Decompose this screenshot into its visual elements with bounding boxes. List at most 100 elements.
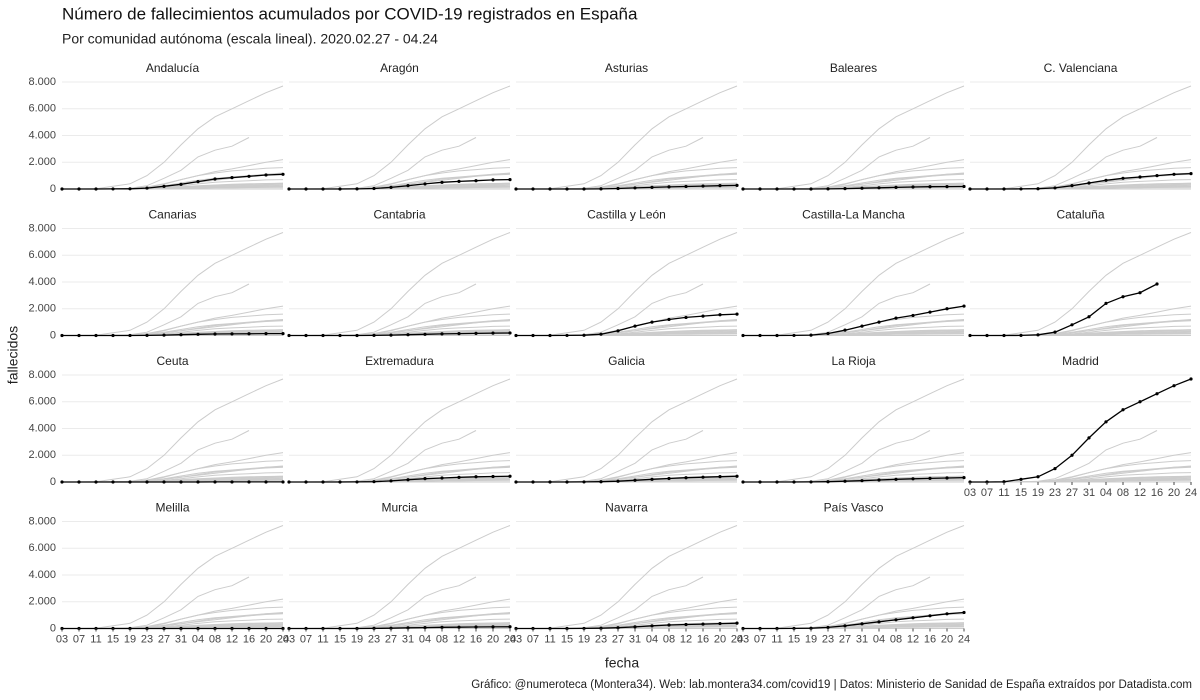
series-point [230,176,234,180]
series-line [62,173,284,190]
x-tick-label: 23 [822,633,834,645]
series-point [1104,301,1108,306]
series-line [743,85,965,190]
series-point [179,480,183,484]
x-tick-label: 07 [527,633,539,645]
series-point [548,187,552,191]
series-point [389,626,393,630]
y-tick-label: 2.000 [28,449,56,461]
series-line [62,283,250,336]
series-line [62,430,250,483]
panel: Navarra 03 07 11 15 19 23 27 31 04 08 12 16 20 24 [510,501,743,646]
series-point [406,184,410,188]
panel: Extremadura [287,354,512,484]
series-point [843,328,847,332]
series-point [213,332,217,336]
series-line [743,378,965,483]
series-line [970,137,1158,190]
series-point [826,480,830,484]
series-point [894,185,898,189]
panel-title: Aragón [380,61,419,75]
series-point [491,474,495,479]
series-point [514,333,518,338]
series-point [826,625,830,630]
x-tick-label: 16 [697,633,709,645]
series-line [62,332,283,337]
series-point [1036,333,1040,337]
panel-title: Ceuta [156,354,188,368]
y-tick-label: 0 [50,476,56,488]
series-point [423,332,427,336]
series-point [809,333,813,337]
series-point [1087,181,1091,185]
chart-title: Número de fallecimientos acumulados por … [62,4,638,23]
x-tick-label: 15 [1015,487,1027,499]
series-line [516,475,738,483]
x-tick-label: 03 [964,487,976,499]
y-tick-label: 6.000 [28,103,56,115]
series-point [928,614,932,618]
series-point [179,333,183,337]
series-point [633,186,637,190]
series-point [389,185,393,189]
panel-title: Extremadura [365,354,434,368]
series-point [928,476,932,480]
x-tick-label: 07 [300,633,312,645]
series-point [304,480,308,484]
series-line [743,525,965,629]
series-point [741,480,745,484]
series-point [372,333,376,337]
series-point [196,332,200,336]
x-tick-label: 11 [317,633,328,645]
series-point [565,333,569,338]
series-point [599,187,603,191]
y-tick-label: 2.000 [28,596,56,608]
series-point [372,626,376,630]
x-tick-label: 20 [260,633,272,645]
chart-subtitle: Por comunidad autónoma (escala lineal). … [62,31,438,47]
series-point [1172,384,1176,388]
series-point [457,332,461,336]
series-point [775,480,779,484]
series-line [62,576,250,629]
series-point [531,187,535,191]
series-point [1087,315,1091,319]
x-tick-label: 19 [578,633,590,645]
series-point [440,476,444,480]
x-tick-label: 27 [1066,487,1078,499]
series-point [684,622,688,627]
series-line [516,430,704,483]
series-point [111,187,115,191]
panel-title: C. Valenciana [1044,61,1118,75]
x-tick-label: 08 [436,633,448,645]
series-point [1138,400,1142,404]
series-point [1053,467,1057,471]
series-line [516,525,738,629]
series-point [911,313,915,318]
y-tick-label: 0 [50,622,56,634]
series-point [1138,291,1142,295]
panel-title: Murcia [381,501,417,515]
x-tick-label: 08 [890,633,902,645]
y-tick-label: 4.000 [28,569,56,581]
x-tick-label: 12 [226,633,238,645]
x-tick-label: 03 [737,633,749,645]
series-line [743,576,931,629]
series-point [247,332,251,336]
series-point [128,187,132,191]
series-point [1104,420,1108,424]
x-tick-label: 12 [680,633,692,645]
series-point [162,626,166,631]
series-point [911,185,915,189]
y-axis-title: fallecidos [5,326,21,384]
series-point [474,475,478,479]
panel-title: Madrid [1062,354,1099,368]
series-point [1036,475,1040,479]
x-tick-label: 07 [754,633,766,645]
series-point [860,186,864,190]
series-point [389,479,393,483]
panel: Cataluña [968,208,1192,338]
series-line [516,313,738,337]
series-point [775,333,779,338]
series-point [440,625,444,629]
